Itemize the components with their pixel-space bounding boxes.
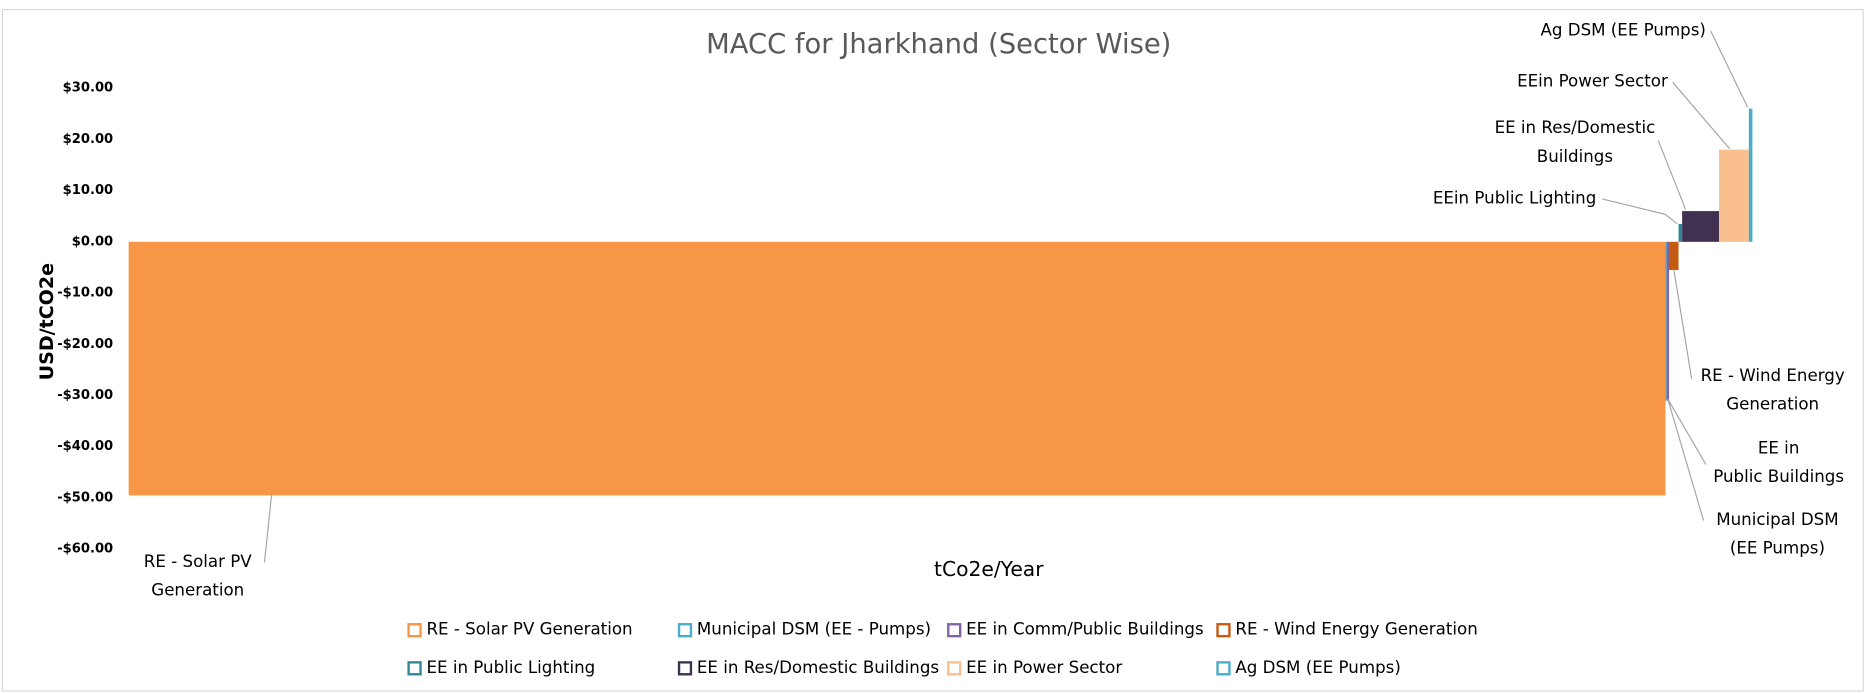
leader-line bbox=[1672, 81, 1731, 150]
bar bbox=[1719, 149, 1749, 242]
annotation: Municipal DSM bbox=[1716, 510, 1838, 529]
legend-label: EE in Res/Domestic Buildings bbox=[697, 658, 939, 677]
y-tick-label: -$30.00 bbox=[57, 388, 113, 403]
y-tick-label: $30.00 bbox=[63, 81, 114, 96]
leader-line bbox=[1673, 269, 1693, 379]
legend-swatch bbox=[1216, 661, 1231, 676]
annotation: Buildings bbox=[1537, 147, 1613, 166]
annotation: (EE Pumps) bbox=[1730, 539, 1825, 558]
legend-label: RE - Solar PV Generation bbox=[426, 620, 632, 639]
annotation: Generation bbox=[1726, 395, 1819, 414]
legend-swatch bbox=[1216, 623, 1231, 638]
legend-label: RE - Wind Energy Generation bbox=[1235, 620, 1477, 639]
leader-line bbox=[263, 494, 273, 563]
y-tick-label: $10.00 bbox=[63, 183, 114, 198]
annotation: Generation bbox=[151, 580, 244, 599]
annotation: RE - Wind Energy bbox=[1701, 366, 1845, 385]
y-tick-label: -$60.00 bbox=[57, 542, 113, 557]
bar bbox=[1666, 241, 1670, 401]
legend-label: EE in Comm/Public Buildings bbox=[966, 620, 1204, 639]
legend-label: Municipal DSM (EE - Pumps) bbox=[697, 620, 931, 639]
chart-body: MACC for Jharkhand (Sector Wise) tCo2e/Y… bbox=[1, 8, 1864, 692]
bar bbox=[1665, 241, 1667, 401]
y-tick-label: $20.00 bbox=[63, 132, 114, 147]
legend-label: EE in Power Sector bbox=[966, 658, 1122, 677]
y-tick-label: -$10.00 bbox=[57, 286, 113, 301]
annotation: EE in Res/Domestic bbox=[1495, 118, 1656, 137]
bar bbox=[1669, 241, 1679, 271]
bar bbox=[1678, 223, 1683, 242]
y-tick-label: $0.00 bbox=[72, 234, 113, 249]
annotation: Public Buildings bbox=[1713, 467, 1844, 486]
legend-swatch bbox=[407, 623, 422, 638]
annotation: Ag DSM (EE Pumps) bbox=[1540, 20, 1705, 39]
legend-swatch bbox=[677, 661, 693, 676]
legend-swatch bbox=[677, 623, 693, 638]
bar bbox=[128, 241, 1666, 496]
x-axis-label: tCo2e/Year bbox=[934, 557, 1044, 581]
legend-label: EE in Public Lighting bbox=[426, 658, 595, 677]
annotation: EE in bbox=[1758, 439, 1800, 458]
y-axis-label: USD/tCO2e bbox=[36, 263, 58, 380]
legend-swatch bbox=[947, 661, 962, 676]
chart-title: MACC for Jharkhand (Sector Wise) bbox=[706, 29, 1171, 60]
legend-swatch bbox=[947, 623, 962, 638]
annotation: RE - Solar PV bbox=[144, 552, 252, 571]
y-tick-label: -$50.00 bbox=[57, 490, 113, 505]
leader-line bbox=[1667, 398, 1705, 521]
leader-line bbox=[1710, 30, 1749, 108]
y-tick-label: -$40.00 bbox=[57, 439, 113, 454]
leader-line bbox=[1657, 140, 1687, 210]
legend-swatch bbox=[407, 661, 422, 676]
bar bbox=[1682, 211, 1720, 242]
leader-line bbox=[1602, 198, 1678, 225]
legend-label: Ag DSM (EE Pumps) bbox=[1235, 658, 1400, 677]
leader-line bbox=[1667, 398, 1707, 465]
annotation: EEin Public Lighting bbox=[1433, 188, 1596, 207]
bar bbox=[1748, 108, 1753, 242]
annotation: EEin Power Sector bbox=[1517, 72, 1668, 91]
y-tick-label: -$20.00 bbox=[57, 337, 113, 352]
